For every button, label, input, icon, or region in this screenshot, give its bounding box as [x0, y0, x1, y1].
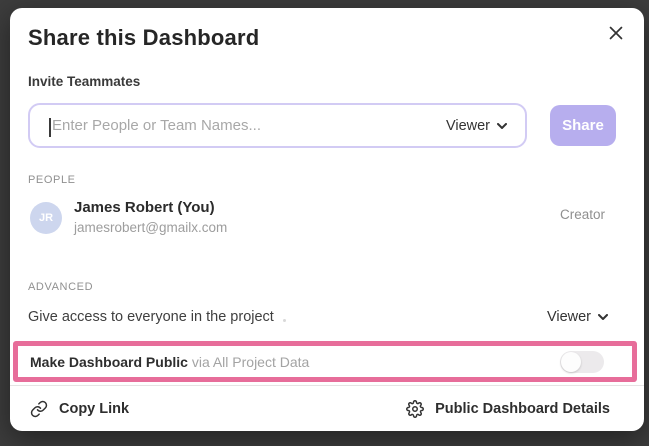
make-public-label: Make Dashboard Public via All Project Da…	[30, 354, 309, 370]
member-name: James Robert (You)	[74, 199, 215, 216]
member-role-badge: Creator	[559, 207, 605, 222]
member-info: James Robert (You) jamesrobert@gmailx.co…	[74, 199, 227, 236]
make-public-toggle[interactable]	[560, 350, 604, 373]
invite-input[interactable]	[30, 105, 446, 146]
copy-link-button[interactable]: Copy Link	[30, 400, 129, 418]
invite-input-container: Viewer	[28, 103, 527, 148]
people-heading: PEOPLE	[28, 174, 76, 186]
project-access-role-dropdown[interactable]: Viewer	[547, 309, 608, 325]
list-item-member: JR James Robert (You) jamesrobert@gmailx…	[30, 199, 227, 236]
close-x-glyph	[609, 26, 623, 40]
advanced-heading: ADVANCED	[28, 281, 94, 293]
public-dashboard-details-label: Public Dashboard Details	[435, 400, 610, 417]
make-public-label-bold: Make Dashboard Public	[30, 353, 188, 370]
project-access-role-value: Viewer	[546, 309, 591, 325]
invite-teammates-label: Invite Teammates	[28, 74, 141, 89]
invite-role-dropdown[interactable]: Viewer	[446, 118, 525, 134]
text-cursor	[49, 118, 51, 137]
member-email: jamesrobert@gmailx.com	[74, 220, 228, 235]
toggle-knob	[561, 351, 581, 372]
modal-title: Share this Dashboard	[28, 25, 260, 50]
footer-divider	[10, 385, 644, 386]
share-dashboard-modal: Share this Dashboard Invite Teammates Vi…	[10, 8, 644, 431]
share-button[interactable]: Share	[550, 105, 616, 146]
project-access-row: Give access to everyone in the project V…	[28, 307, 608, 327]
public-dashboard-details-button[interactable]: Public Dashboard Details	[406, 399, 610, 418]
close-icon[interactable]	[607, 24, 625, 42]
modal-footer: Copy Link Public Dashboard Details	[10, 386, 644, 431]
avatar: JR	[30, 201, 62, 234]
link-icon	[30, 400, 48, 417]
chevron-down-icon	[497, 122, 507, 129]
annotation-highlight-make-public-row: Make Dashboard Public via All Project Da…	[13, 341, 637, 382]
project-access-label: Give access to everyone in the project	[28, 309, 274, 325]
project-access-label-wrap: Give access to everyone in the project	[28, 309, 286, 325]
invite-role-value: Viewer	[445, 117, 490, 134]
info-dot-icon	[282, 318, 286, 322]
copy-link-label: Copy Link	[59, 400, 130, 417]
make-public-label-suffix: via All Project Data	[187, 353, 310, 370]
gear-icon	[406, 399, 425, 418]
chevron-down-icon	[598, 314, 608, 320]
